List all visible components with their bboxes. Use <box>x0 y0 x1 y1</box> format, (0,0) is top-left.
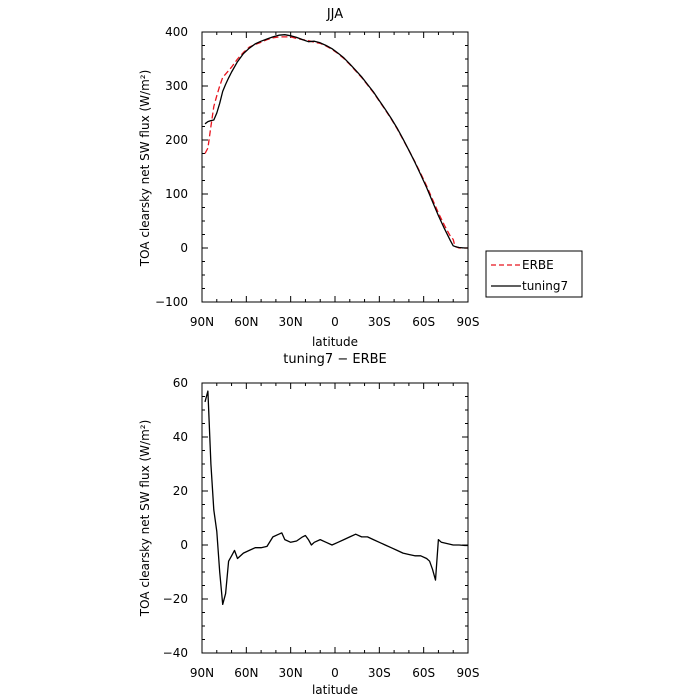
top-series-line-tuning7 <box>204 34 468 249</box>
bottom-x-tick-label: 0 <box>331 666 339 680</box>
top-axis-ticks <box>201 31 469 303</box>
top-series-line-erbe <box>204 36 468 249</box>
top-y-tick-label: −100 <box>155 295 188 309</box>
top-x-tick-label: 90S <box>457 315 480 329</box>
bottom-tick-labels: 90N 60N 30N 0 30S 60S 90S −40 −20 0 20 40 60 <box>163 376 480 680</box>
bottom-x-tick-label: 60N <box>234 666 258 680</box>
bottom-y-tick-label: 60 <box>173 376 188 390</box>
bottom-panel: tuning7 − ERBE TOA clearsky net SW flux … <box>138 352 479 697</box>
top-plot-frame <box>201 31 469 303</box>
legend-label-erbe: ERBE <box>522 258 554 272</box>
top-y-tick-label: 400 <box>165 25 188 39</box>
top-y-tick-label: 200 <box>165 133 188 147</box>
top-y-tick-label: 300 <box>165 79 188 93</box>
bottom-y-tick-label: −40 <box>163 646 188 660</box>
bottom-x-tick-label: 30S <box>368 666 391 680</box>
top-x-tick-label: 30N <box>279 315 303 329</box>
top-x-tick-label: 60N <box>234 315 258 329</box>
bottom-y-tick-label: 40 <box>173 430 188 444</box>
bottom-series-group <box>204 390 468 606</box>
top-panel: JJA TOA clearsky net SW flux (W/m²) lati… <box>138 7 583 349</box>
bottom-plot-frame <box>201 382 469 654</box>
top-y-tick-label: 0 <box>180 241 188 255</box>
top-x-tick-label: 30S <box>368 315 391 329</box>
top-x-tick-label: 90N <box>190 315 214 329</box>
top-series-group <box>204 34 468 249</box>
top-y-axis-label: TOA clearsky net SW flux (W/m²) <box>138 70 152 268</box>
top-x-tick-label: 0 <box>331 315 339 329</box>
legend-box <box>485 250 583 298</box>
bottom-x-axis-label: latitude <box>312 683 358 697</box>
bottom-y-tick-label: 0 <box>180 538 188 552</box>
top-chart-title: JJA <box>326 7 343 22</box>
top-x-tick-label: 60S <box>412 315 435 329</box>
bottom-chart-title: tuning7 − ERBE <box>283 352 387 367</box>
bottom-axis-ticks <box>201 382 469 654</box>
top-tick-labels: 90N 60N 30N 0 30S 60S 90S −100 0 100 200 300 400 <box>155 25 479 329</box>
bottom-x-tick-label: 30N <box>279 666 303 680</box>
bottom-x-tick-label: 90N <box>190 666 214 680</box>
bottom-series-line-difference <box>204 390 468 606</box>
top-x-axis-label: latitude <box>312 335 358 349</box>
bottom-x-tick-label: 60S <box>412 666 435 680</box>
legend-label-tuning7: tuning7 <box>522 279 568 293</box>
bottom-y-tick-label: 20 <box>173 484 188 498</box>
legend: ERBE tuning7 <box>485 250 583 298</box>
bottom-y-axis-label: TOA clearsky net SW flux (W/m²) <box>138 420 152 618</box>
bottom-x-tick-label: 90S <box>457 666 480 680</box>
bottom-y-tick-label: −20 <box>163 592 188 606</box>
top-y-tick-label: 100 <box>165 187 188 201</box>
